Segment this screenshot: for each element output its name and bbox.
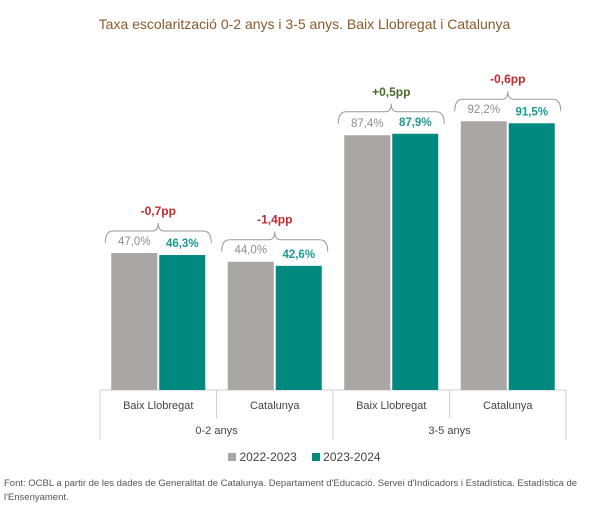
category-label: Baix Llobregat bbox=[123, 400, 193, 412]
bar-2022-2023 bbox=[460, 121, 507, 390]
legend-label: 2023-2024 bbox=[323, 450, 381, 464]
data-label: 87,9% bbox=[399, 117, 432, 129]
group-label: 3-5 anys bbox=[428, 425, 471, 437]
bar-2023-2024 bbox=[275, 265, 322, 390]
bar-2022-2023 bbox=[227, 261, 274, 390]
data-label: 46,3% bbox=[166, 238, 199, 250]
category-label: Catalunya bbox=[483, 400, 533, 412]
data-label: 44,0% bbox=[234, 245, 267, 257]
data-label: 92,2% bbox=[467, 104, 500, 116]
bar-2023-2024 bbox=[159, 255, 206, 390]
group-label: 0-2 anys bbox=[195, 425, 238, 437]
difference-annotation: -0,7pp bbox=[141, 204, 176, 218]
bar-2022-2023 bbox=[344, 135, 391, 390]
bar-2022-2023 bbox=[111, 252, 158, 390]
bar-chart: Baix Llobregat 47,0% 46,3% -0,7pp Catalunya 4… bbox=[99, 72, 567, 440]
legend-item-2022-2023: 2022-2023 bbox=[228, 450, 297, 464]
category-label: Baix Llobregat bbox=[356, 400, 426, 412]
data-label: 47,0% bbox=[118, 236, 151, 248]
legend-label: 2022-2023 bbox=[239, 450, 297, 464]
data-label: 87,4% bbox=[351, 118, 384, 130]
legend-swatch bbox=[228, 453, 237, 461]
bar-2023-2024 bbox=[508, 123, 555, 390]
data-label: 42,6% bbox=[282, 249, 315, 261]
difference-annotation: -1,4pp bbox=[257, 213, 292, 227]
chart-title: Taxa escolarització 0-2 anys i 3-5 anys.… bbox=[98, 16, 511, 32]
source-note: Font: OCBL a partir de les dades de Gene… bbox=[4, 478, 578, 503]
difference-brace bbox=[454, 91, 562, 112]
bar-2023-2024 bbox=[392, 133, 439, 391]
legend-item-2023-2024: 2023-2024 bbox=[312, 450, 381, 464]
category-label: Catalunya bbox=[250, 400, 300, 412]
difference-annotation: +0,5pp bbox=[372, 85, 410, 99]
data-label: 91,5% bbox=[515, 106, 548, 118]
legend: 2022-2023 2023-2024 bbox=[0, 450, 609, 464]
difference-annotation: -0,6pp bbox=[490, 72, 525, 86]
legend-swatch bbox=[312, 453, 321, 461]
difference-brace bbox=[104, 222, 212, 243]
difference-brace bbox=[221, 231, 329, 252]
